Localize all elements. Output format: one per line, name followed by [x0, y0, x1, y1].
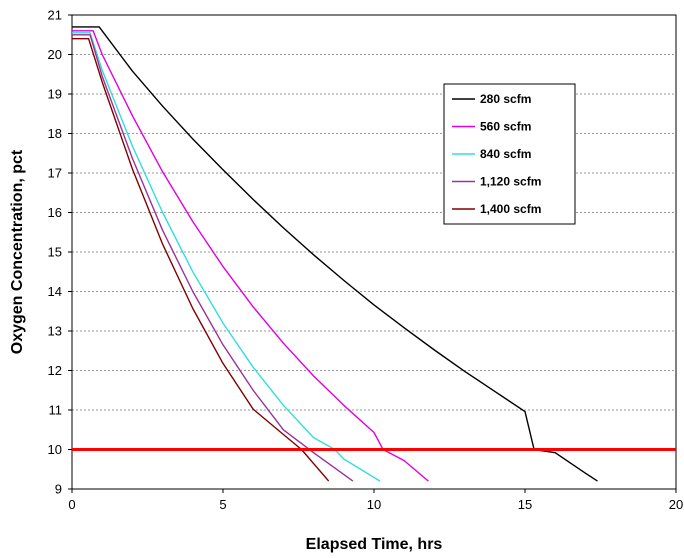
- y-tick-label: 10: [48, 442, 62, 457]
- y-axis-title: Oxygen Concentration, pct: [9, 149, 26, 354]
- x-tick-label: 15: [518, 497, 532, 512]
- series-line: [72, 30, 429, 482]
- x-tick-label: 20: [669, 497, 683, 512]
- series-line: [72, 34, 354, 482]
- y-tick-label: 11: [49, 403, 63, 418]
- y-tick-label: 13: [48, 324, 62, 339]
- x-axis-title: Elapsed Time, hrs: [306, 536, 443, 553]
- y-tick-label: 18: [48, 126, 62, 141]
- series-line: [72, 32, 381, 482]
- series-line: [72, 38, 330, 482]
- legend-label: 280 scfm: [480, 92, 531, 106]
- y-tick-label: 9: [55, 482, 62, 497]
- legend-label: 1,120 scfm: [480, 175, 541, 189]
- y-tick-label: 14: [48, 284, 62, 299]
- y-tick-label: 16: [48, 205, 62, 220]
- y-tick-label: 21: [48, 8, 62, 23]
- axis-ticks: 9 10 11 12 13 14 15 16 17 18 19 20 21 0 5 10 15 20: [48, 8, 684, 513]
- y-tick-label: 19: [48, 87, 62, 102]
- series-line: [72, 26, 598, 482]
- legend-label: 1,400 scfm: [480, 202, 541, 216]
- series-lines: [72, 26, 598, 482]
- y-tick-label: 12: [48, 363, 62, 378]
- x-tick-label: 5: [219, 497, 226, 512]
- legend: 280 scfm 560 scfm 840 scfm 1,120 scfm 1,400 …: [443, 83, 576, 225]
- x-tick-label: 10: [367, 497, 381, 512]
- y-tick-label: 17: [48, 166, 62, 181]
- gridlines: [72, 54, 676, 450]
- y-tick-label: 20: [48, 47, 62, 62]
- x-tick-label: 0: [68, 497, 75, 512]
- legend-label: 560 scfm: [480, 120, 531, 134]
- legend-label: 840 scfm: [480, 147, 531, 161]
- y-tick-label: 15: [48, 245, 62, 260]
